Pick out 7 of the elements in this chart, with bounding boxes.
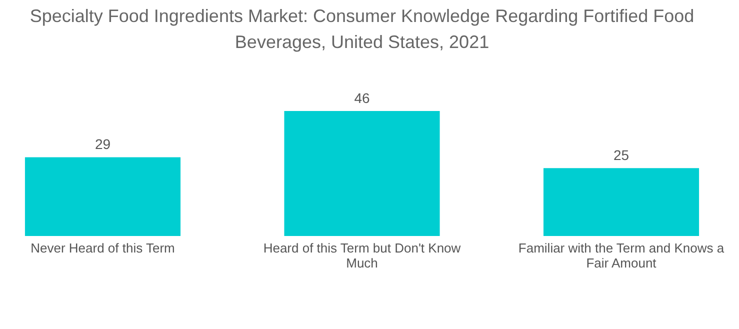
x-tick-label: Familiar with the Term and Knows a Fair Amount <box>518 240 725 270</box>
chart-title: Specialty Food Ingredients Market: Consumer Knowledge Regarding Fortified Food Beverages, United States, 2021 <box>30 6 694 52</box>
data-label: 29 <box>94 136 111 152</box>
data-label: 25 <box>613 147 630 164</box>
x-tick-label: Heard of this Term but Don't Know Much <box>263 240 462 270</box>
data-label: 46 <box>354 90 370 106</box>
x-tick-label: Never Heard of this Term <box>30 240 175 256</box>
